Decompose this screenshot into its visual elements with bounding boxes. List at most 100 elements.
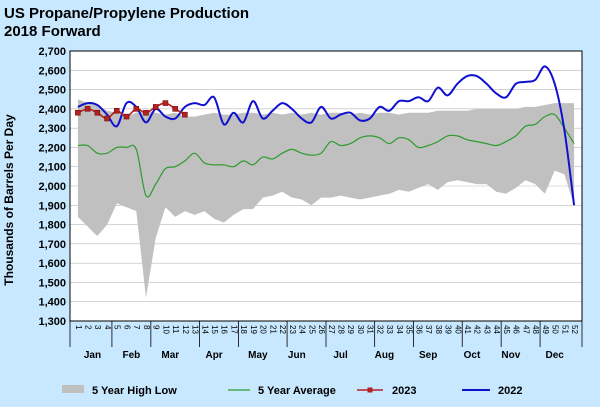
x-week-label: 26 bbox=[317, 325, 326, 334]
legend-label-band: 5 Year High Low bbox=[92, 385, 177, 397]
series-2023-point bbox=[84, 106, 91, 112]
x-week-label: 42 bbox=[473, 325, 482, 334]
legend-label-2022: 2022 bbox=[498, 385, 522, 397]
y-tick-label: 1,300 bbox=[38, 316, 66, 328]
x-week-label: 7 bbox=[132, 325, 141, 330]
series-5-year-average-line bbox=[77, 113, 575, 198]
x-week-label: 43 bbox=[482, 325, 491, 334]
x-week-label: 6 bbox=[122, 325, 131, 330]
x-week-label: 9 bbox=[152, 325, 161, 330]
month-label: Dec bbox=[545, 350, 564, 361]
x-week-label: 10 bbox=[161, 325, 170, 334]
x-week-label: 40 bbox=[453, 325, 462, 334]
y-tick-label: 2,600 bbox=[38, 65, 66, 77]
plot-border bbox=[69, 50, 583, 322]
y-tick-label: 1,900 bbox=[38, 200, 66, 212]
series-2023-point bbox=[182, 111, 188, 118]
month-label: Oct bbox=[464, 350, 481, 361]
legend-label-average: 5 Year Average bbox=[258, 385, 336, 397]
x-week-label: 51 bbox=[560, 325, 569, 334]
y-tick-label: 2,700 bbox=[38, 46, 66, 58]
y-tick-label: 1,500 bbox=[38, 277, 66, 289]
x-week-label: 52 bbox=[570, 325, 579, 334]
x-week-label: 36 bbox=[414, 325, 423, 334]
month-label: Aug bbox=[375, 350, 394, 361]
series-2023-point bbox=[123, 113, 130, 120]
month-label: Nov bbox=[501, 350, 520, 361]
x-week-label: 2 bbox=[83, 325, 92, 330]
x-week-label: 29 bbox=[346, 325, 355, 334]
month-label: Sep bbox=[419, 350, 437, 361]
x-week-label: 47 bbox=[521, 325, 530, 334]
x-week-label: 3 bbox=[93, 325, 102, 330]
x-week-label: 38 bbox=[434, 325, 443, 334]
x-week-label: 23 bbox=[288, 325, 297, 334]
x-week-label: 44 bbox=[492, 325, 501, 334]
x-week-label: 4 bbox=[103, 325, 112, 330]
legend-label-2023: 2023 bbox=[392, 385, 416, 397]
legend-marker-2023 bbox=[367, 387, 373, 393]
x-week-label: 39 bbox=[443, 325, 452, 334]
x-week-label: 12 bbox=[181, 325, 190, 334]
x-week-label: 34 bbox=[395, 325, 404, 334]
month-labels: Jan Feb Mar Apr May Jun Jul Aug Sep Oct Nov Dec bbox=[69, 321, 583, 361]
y-tick-label: 2,100 bbox=[38, 162, 66, 174]
x-week-label: 30 bbox=[356, 325, 365, 334]
x-week-label: 8 bbox=[142, 325, 151, 330]
chart-subtitle: 2018 Forward bbox=[4, 23, 101, 40]
x-week-label: 11 bbox=[171, 325, 180, 334]
x-week-label: 17 bbox=[229, 325, 238, 334]
y-tick-label: 1,400 bbox=[38, 297, 66, 309]
x-week-label: 45 bbox=[502, 325, 511, 334]
x-week-label: 22 bbox=[278, 325, 287, 334]
x-week-label: 5 bbox=[113, 325, 122, 330]
legend-swatch-band bbox=[62, 385, 84, 393]
x-week-label: 31 bbox=[366, 325, 375, 334]
x-week-label: 46 bbox=[512, 325, 521, 334]
x-week-label: 24 bbox=[298, 325, 307, 334]
series-2023-point bbox=[133, 106, 139, 112]
x-ticks: 1 2 3 4 5 6 7 8 9 10 11 12 13 14 15 16 17 18 19 20 21 22 23 24 2… bbox=[74, 325, 579, 335]
y-ticks: 1,300 1,400 1,500 1,600 1,700 1,800 1,900 2,000… bbox=[38, 46, 66, 328]
y-tick-label: 2,500 bbox=[38, 85, 66, 97]
x-week-label: 20 bbox=[259, 325, 268, 334]
band-layer bbox=[77, 99, 575, 298]
x-week-label: 19 bbox=[249, 325, 258, 334]
series-2023-point bbox=[75, 109, 81, 116]
series-2023-point bbox=[162, 100, 169, 106]
series-2023-point bbox=[104, 115, 110, 122]
x-week-label: 49 bbox=[541, 325, 550, 334]
month-label: Feb bbox=[122, 350, 140, 361]
x-week-label: 16 bbox=[220, 325, 229, 334]
series-2023-point bbox=[172, 106, 178, 112]
month-label: Jul bbox=[333, 350, 348, 361]
y-tick-label: 1,700 bbox=[38, 239, 66, 251]
series-2023-point bbox=[152, 104, 159, 110]
month-label: Jun bbox=[288, 350, 306, 361]
x-week-label: 21 bbox=[268, 325, 277, 334]
series-2022-line bbox=[77, 65, 576, 206]
x-week-label: 14 bbox=[200, 325, 209, 334]
series-2023-point bbox=[94, 109, 101, 116]
month-label: Jan bbox=[84, 350, 101, 361]
x-week-label: 15 bbox=[210, 325, 219, 334]
y-tick-label: 2,400 bbox=[38, 104, 66, 116]
x-week-label: 37 bbox=[424, 325, 433, 334]
x-week-label: 50 bbox=[551, 325, 560, 334]
x-week-label: 41 bbox=[463, 325, 472, 334]
x-week-label: 35 bbox=[405, 325, 414, 334]
y-tick-label: 2,000 bbox=[38, 181, 66, 193]
x-week-label: 1 bbox=[74, 325, 83, 330]
x-week-label: 25 bbox=[307, 325, 316, 334]
markers-layer bbox=[75, 100, 188, 122]
legend: 5 Year High Low 5 Year Average 2023 2022 bbox=[62, 385, 522, 397]
chart-title: US Propane/Propylene Production bbox=[4, 5, 249, 22]
x-week-label: 48 bbox=[531, 325, 540, 334]
series-2023-point bbox=[143, 109, 149, 116]
x-week-label: 32 bbox=[375, 325, 384, 334]
y-tick-label: 2,300 bbox=[38, 123, 66, 135]
y-tick-label: 1,600 bbox=[38, 258, 66, 270]
x-week-label: 27 bbox=[327, 325, 336, 334]
x-week-label: 18 bbox=[239, 325, 248, 334]
